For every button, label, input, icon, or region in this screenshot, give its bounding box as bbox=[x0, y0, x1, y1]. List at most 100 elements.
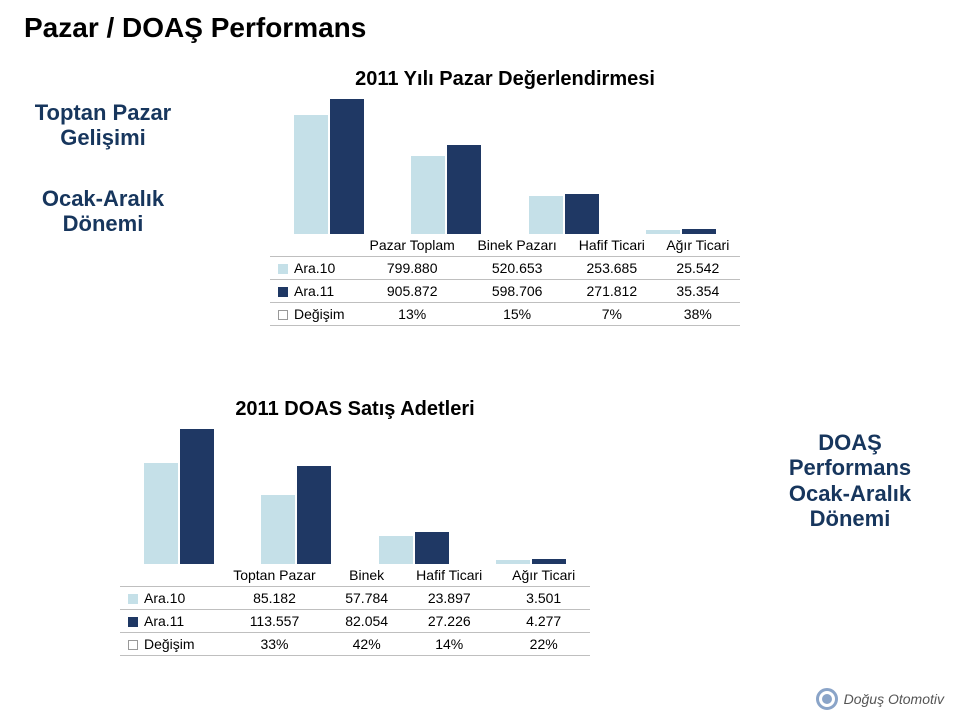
cell: 905.872 bbox=[358, 280, 466, 303]
right-tag-line4: Dönemi bbox=[810, 506, 891, 531]
cell: 23.897 bbox=[401, 587, 497, 610]
col-header: Hafif Ticari bbox=[568, 234, 656, 257]
cell: 35.354 bbox=[656, 280, 740, 303]
bar bbox=[532, 559, 566, 564]
cell: 13% bbox=[358, 303, 466, 326]
bar-group bbox=[495, 559, 567, 564]
cell: 7% bbox=[568, 303, 656, 326]
swatch-icon bbox=[278, 264, 288, 274]
cell: 33% bbox=[217, 633, 332, 656]
cell: 253.685 bbox=[568, 257, 656, 280]
chart-top: 2011 Yılı Pazar Değerlendirmesi Pazar To… bbox=[270, 68, 740, 326]
chart-bottom-area bbox=[120, 429, 590, 564]
cell: 15% bbox=[466, 303, 568, 326]
left-tag-line4: Dönemi bbox=[63, 211, 144, 236]
col-header: Binek Pazarı bbox=[466, 234, 568, 257]
col-header: Toptan Pazar bbox=[217, 564, 332, 587]
table-row: Ara.10 85.182 57.784 23.897 3.501 bbox=[120, 587, 590, 610]
bar bbox=[261, 495, 295, 564]
table-header-row: Pazar Toplam Binek Pazarı Hafif Ticari A… bbox=[270, 234, 740, 257]
cell: 520.653 bbox=[466, 257, 568, 280]
series-name: Değişim bbox=[144, 636, 195, 652]
swatch-icon bbox=[128, 617, 138, 627]
cell: 271.812 bbox=[568, 280, 656, 303]
bar bbox=[297, 466, 331, 564]
col-header: Binek bbox=[332, 564, 401, 587]
bar bbox=[411, 156, 445, 234]
page-title: Pazar / DOAŞ Performans bbox=[24, 12, 366, 44]
cell: 4.277 bbox=[497, 610, 590, 633]
cell: 82.054 bbox=[332, 610, 401, 633]
cell: 38% bbox=[656, 303, 740, 326]
bar bbox=[646, 230, 680, 234]
bar bbox=[144, 463, 178, 564]
chart-top-area bbox=[270, 99, 740, 234]
series-name: Değişim bbox=[294, 306, 345, 322]
logo-icon bbox=[816, 688, 838, 710]
bar-group bbox=[528, 194, 600, 235]
table-row: Değişim 33% 42% 14% 22% bbox=[120, 633, 590, 656]
bar-group bbox=[645, 229, 717, 234]
right-tag-line2: Performans bbox=[789, 455, 911, 480]
swatch-icon bbox=[128, 640, 138, 650]
bar bbox=[529, 196, 563, 234]
bar bbox=[379, 536, 413, 564]
bar-group bbox=[378, 532, 450, 564]
series-name: Ara.11 bbox=[294, 283, 334, 299]
chart-bottom-table: Toptan Pazar Binek Hafif Ticari Ağır Tic… bbox=[120, 564, 590, 656]
right-tag-line3: Ocak-Aralık bbox=[789, 481, 911, 506]
chart-top-title: 2011 Yılı Pazar Değerlendirmesi bbox=[270, 68, 740, 91]
cell: 22% bbox=[497, 633, 590, 656]
logo: Doğuş Otomotiv bbox=[816, 688, 944, 710]
cell: 25.542 bbox=[656, 257, 740, 280]
col-header: Hafif Ticari bbox=[401, 564, 497, 587]
col-header: Ağır Ticari bbox=[497, 564, 590, 587]
bar bbox=[496, 560, 530, 564]
series-name: Ara.10 bbox=[144, 590, 185, 606]
table-row: Ara.11 113.557 82.054 27.226 4.277 bbox=[120, 610, 590, 633]
bar bbox=[330, 99, 364, 234]
bar-group bbox=[410, 145, 482, 234]
bar-group bbox=[293, 99, 365, 234]
chart-top-table: Pazar Toplam Binek Pazarı Hafif Ticari A… bbox=[270, 234, 740, 326]
table-row: Ara.11 905.872 598.706 271.812 35.354 bbox=[270, 280, 740, 303]
col-header: Ağır Ticari bbox=[656, 234, 740, 257]
bar bbox=[447, 145, 481, 234]
cell: 799.880 bbox=[358, 257, 466, 280]
slide: Pazar / DOAŞ Performans Toptan Pazar Gel… bbox=[0, 0, 960, 720]
cell: 57.784 bbox=[332, 587, 401, 610]
table-row: Değişim 13% 15% 7% 38% bbox=[270, 303, 740, 326]
cell: 3.501 bbox=[497, 587, 590, 610]
left-tag-lower: Ocak-Aralık Dönemi bbox=[6, 176, 196, 252]
bar bbox=[294, 115, 328, 234]
table-row: Ara.10 799.880 520.653 253.685 25.542 bbox=[270, 257, 740, 280]
right-tag: DOAŞ Performans Ocak-Aralık Dönemi bbox=[750, 420, 950, 524]
cell: 113.557 bbox=[217, 610, 332, 633]
cell: 14% bbox=[401, 633, 497, 656]
swatch-icon bbox=[128, 594, 138, 604]
bar-group bbox=[260, 466, 332, 564]
cell: 598.706 bbox=[466, 280, 568, 303]
chart-bottom: 2011 DOAS Satış Adetleri Toptan Pazar Bi… bbox=[120, 398, 590, 656]
swatch-icon bbox=[278, 310, 288, 320]
series-name: Ara.11 bbox=[144, 613, 184, 629]
left-tag-upper: Toptan Pazar Gelişimi bbox=[6, 90, 196, 166]
bar bbox=[415, 532, 449, 564]
series-name: Ara.10 bbox=[294, 260, 335, 276]
chart-bottom-title: 2011 DOAS Satış Adetleri bbox=[120, 398, 590, 421]
right-tag-line1: DOAŞ bbox=[818, 430, 882, 455]
logo-text: Doğuş Otomotiv bbox=[844, 691, 944, 707]
cell: 27.226 bbox=[401, 610, 497, 633]
bar bbox=[180, 429, 214, 564]
left-tag-line1: Toptan Pazar bbox=[35, 100, 172, 125]
left-tag-line3: Ocak-Aralık bbox=[42, 186, 164, 211]
bar-group bbox=[143, 429, 215, 564]
bar bbox=[682, 229, 716, 234]
cell: 42% bbox=[332, 633, 401, 656]
left-tag-line2: Gelişimi bbox=[60, 125, 146, 150]
col-header: Pazar Toplam bbox=[358, 234, 466, 257]
table-header-row: Toptan Pazar Binek Hafif Ticari Ağır Tic… bbox=[120, 564, 590, 587]
cell: 85.182 bbox=[217, 587, 332, 610]
bar bbox=[565, 194, 599, 235]
swatch-icon bbox=[278, 287, 288, 297]
